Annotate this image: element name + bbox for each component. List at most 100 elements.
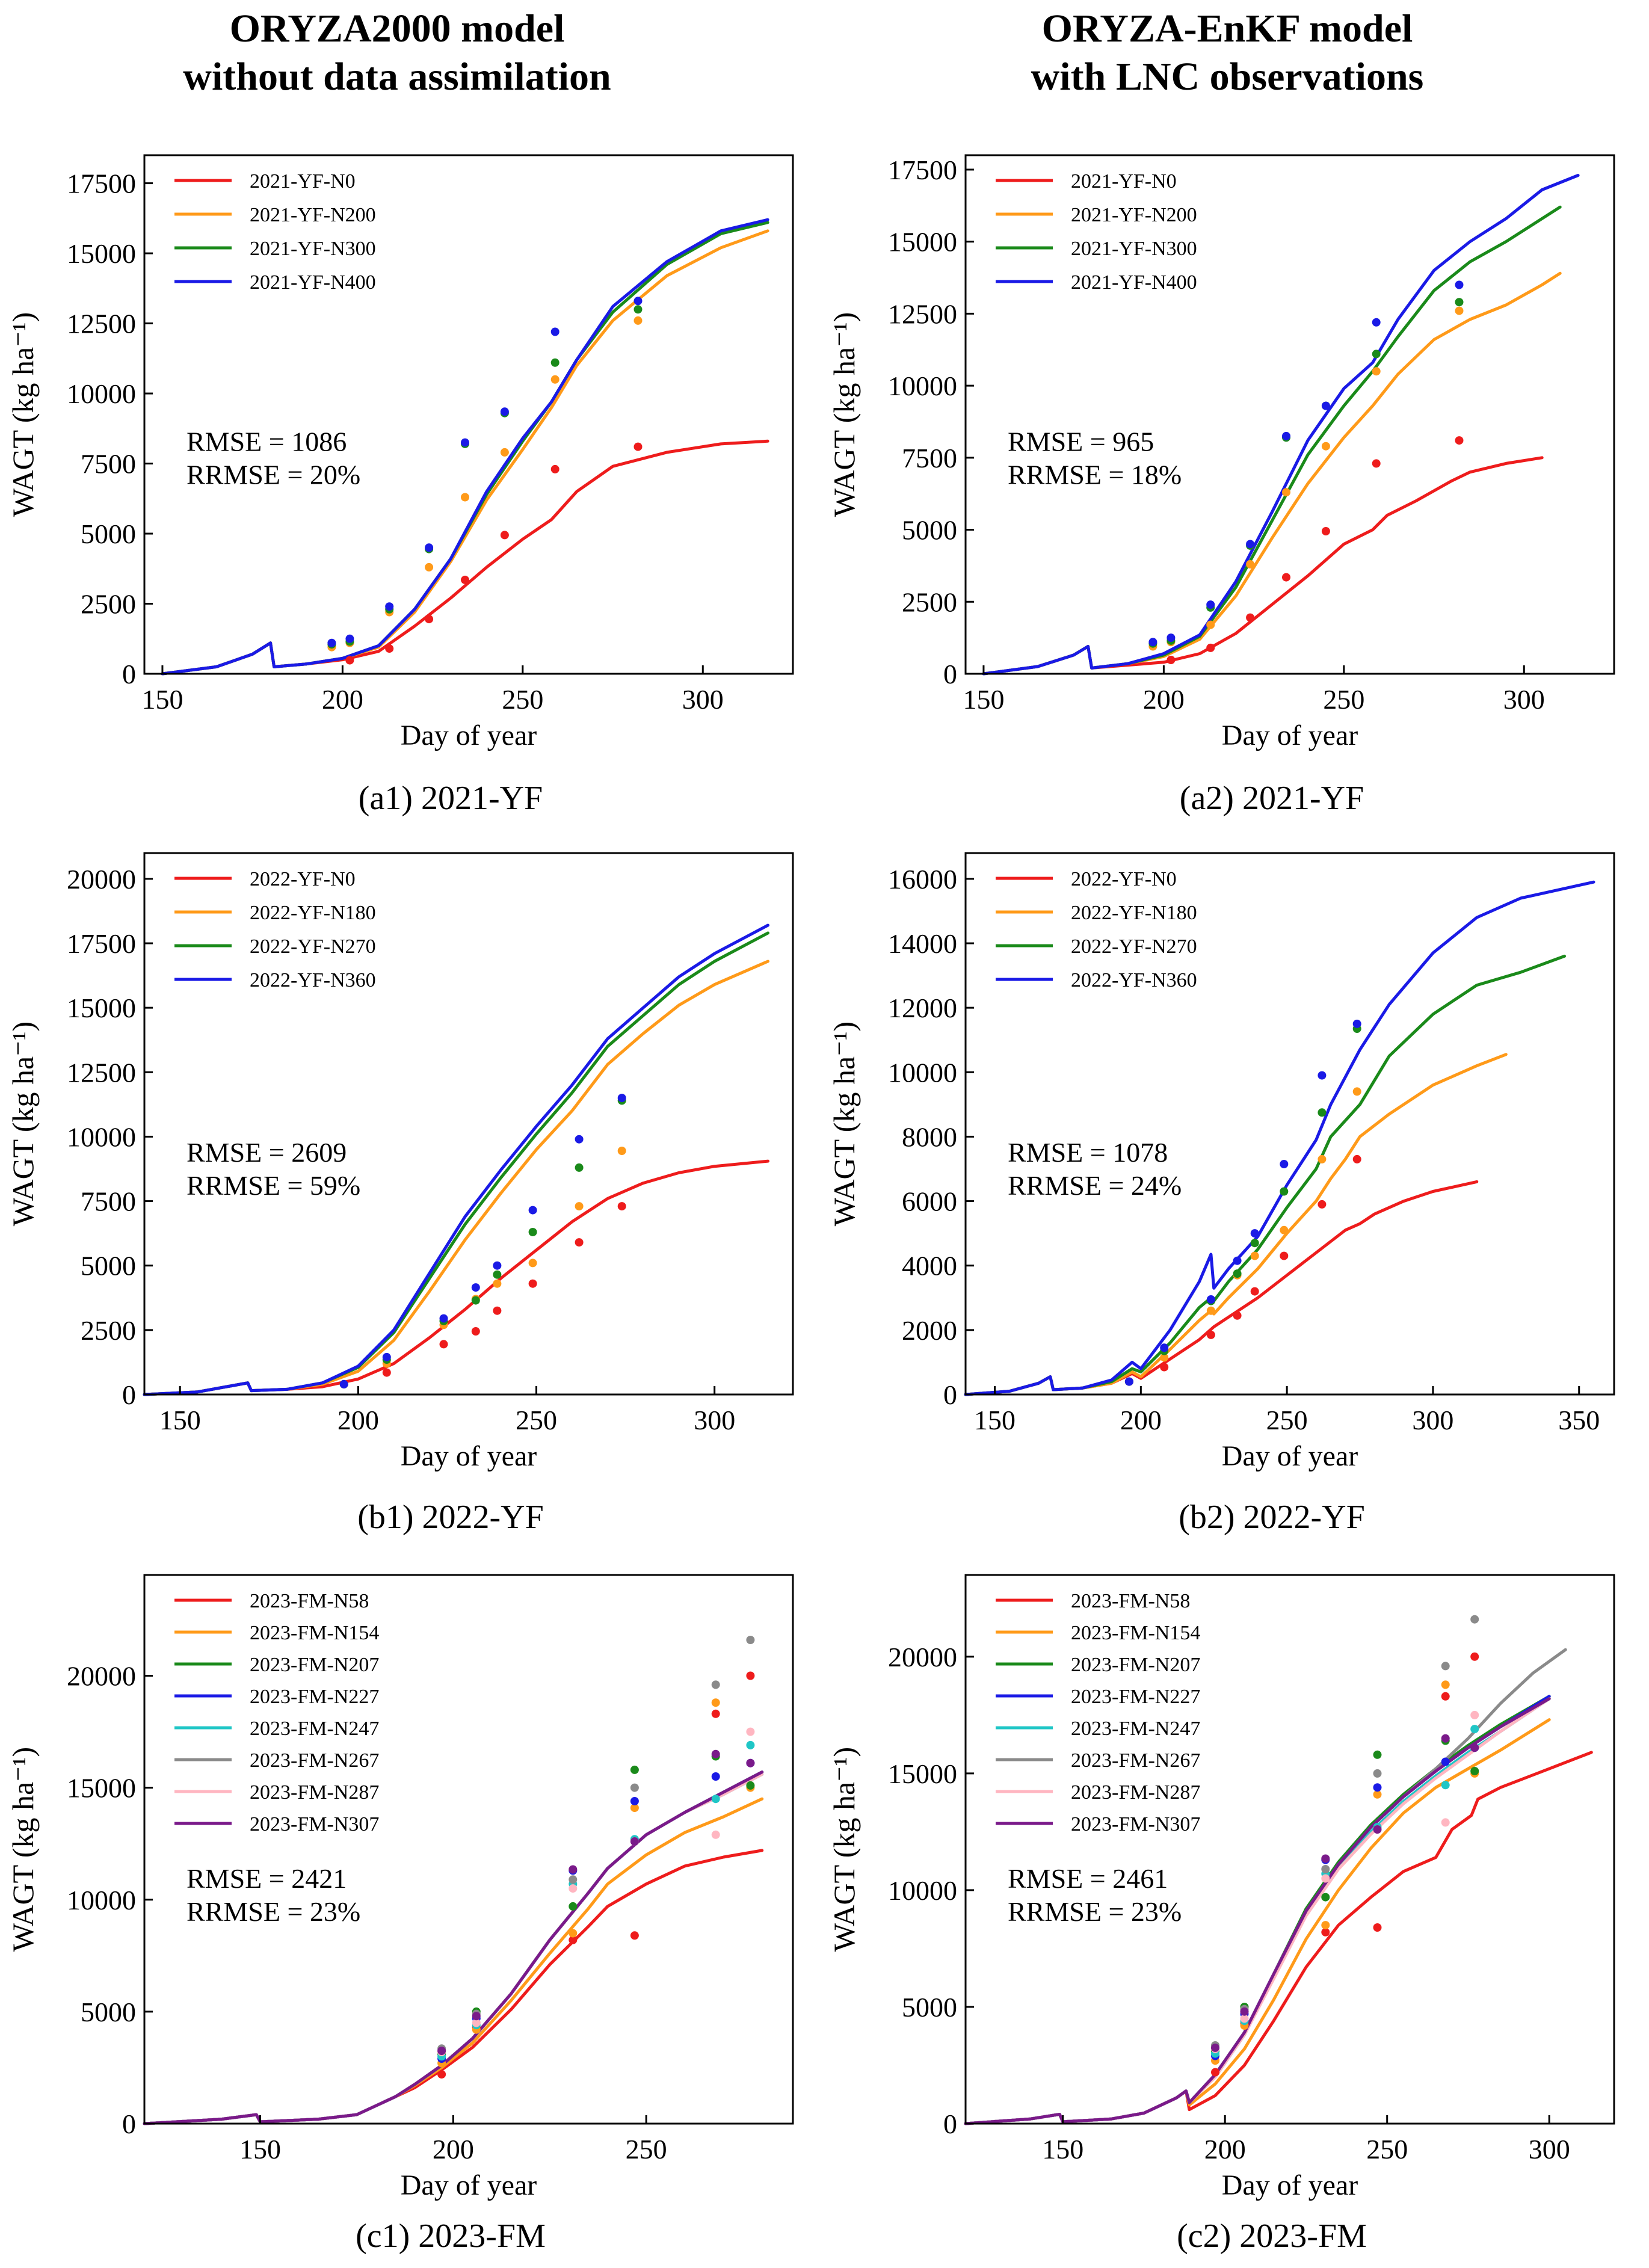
y-tick-label: 0 [122, 2109, 136, 2139]
y-tick-label: 8000 [902, 1121, 957, 1152]
y-tick-label: 17500 [67, 928, 136, 959]
x-tick-label: 200 [322, 684, 363, 715]
observation-point-2021-YF-N300-6 [1372, 350, 1381, 359]
observation-point-2022-YF-N360-2 [1206, 1295, 1215, 1304]
observation-point-2023-FM-N307-3 [630, 1837, 639, 1846]
y-tick-label: 10000 [67, 1121, 136, 1152]
y-tick-label: 10000 [888, 371, 957, 401]
observation-point-2023-FM-N247-5 [746, 1740, 755, 1749]
observation-point-2023-FM-N58-3 [1373, 1923, 1382, 1932]
legend-label-2022-YF-N360: 2022-YF-N360 [250, 969, 376, 991]
observation-point-2021-YF-N400-1 [1167, 633, 1176, 642]
x-tick-label: 200 [433, 2134, 474, 2165]
x-tick-label: 200 [338, 1405, 379, 1435]
x-tick-label: 200 [1204, 2134, 1246, 2165]
legend-label-2022-YF-N180: 2022-YF-N180 [1071, 902, 1197, 924]
y-axis-label: WAGT (kg ha⁻¹) [827, 1747, 861, 1952]
series-line-2023-FM-N247 [143, 1772, 764, 2125]
observation-point-2021-YF-N200-7 [1455, 306, 1464, 315]
observation-point-2023-FM-N227-4 [1441, 1757, 1450, 1766]
plot-frame [964, 1574, 1615, 2125]
observation-point-2021-YF-N0-0 [345, 656, 354, 665]
observation-point-2021-YF-N400-7 [1455, 280, 1464, 289]
observation-point-2022-YF-N0-4 [1250, 1287, 1259, 1296]
observation-point-2022-YF-N360-2 [439, 1314, 448, 1323]
y-tick-label: 14000 [888, 928, 957, 959]
legend-label-2022-YF-N360: 2022-YF-N360 [1071, 969, 1197, 991]
observation-point-2023-FM-N307-1 [472, 2012, 481, 2021]
observation-point-2021-YF-N400-3 [425, 543, 434, 552]
rmse-annotation: RMSE = 2609 [186, 1137, 347, 1168]
rrmse-annotation: RRMSE = 18% [1008, 459, 1182, 490]
y-tick-label: 5000 [902, 515, 957, 546]
observation-point-2022-YF-N180-6 [1318, 1154, 1327, 1163]
legend-label-2021-YF-N300: 2021-YF-N300 [1071, 238, 1197, 260]
observation-point-2022-YF-N180-5 [1280, 1225, 1289, 1234]
observation-point-2023-FM-N307-5 [1470, 1743, 1479, 1752]
legend-label-2021-YF-N400: 2021-YF-N400 [250, 271, 376, 294]
y-tick-label: 0 [943, 2109, 957, 2139]
observation-point-2022-YF-N360-0 [1124, 1377, 1133, 1386]
observation-point-2023-FM-N287-2 [1321, 1874, 1330, 1883]
rmse-annotation: RMSE = 2461 [1008, 1863, 1168, 1894]
observation-point-2023-FM-N58-4 [711, 1709, 720, 1718]
observation-point-2023-FM-N247-4 [711, 1795, 720, 1804]
observation-point-2021-YF-N400-0 [1148, 638, 1157, 647]
observation-point-2021-YF-N200-7 [633, 316, 643, 325]
observation-point-2023-FM-N207-2 [569, 1902, 578, 1911]
observation-point-2023-FM-N307-5 [746, 1758, 755, 1767]
x-tick-label: 150 [141, 684, 183, 715]
observation-point-2023-FM-N207-2 [1321, 1893, 1330, 1902]
plot-frame [143, 1574, 794, 2125]
plot-frame [143, 852, 794, 1396]
observation-point-2022-YF-N360-6 [575, 1135, 584, 1144]
y-axis-label: WAGT (kg ha⁻¹) [827, 312, 861, 517]
legend-label-2022-YF-N0: 2022-YF-N0 [250, 868, 356, 890]
series-line-2022-YF-N0 [964, 1180, 1479, 1396]
observation-point-2022-YF-N180-4 [1250, 1251, 1259, 1260]
observation-point-2023-FM-N247-4 [1441, 1781, 1450, 1790]
legend-label-2021-YF-N0: 2021-YF-N0 [250, 170, 356, 193]
observation-point-2023-FM-N58-4 [1441, 1692, 1450, 1701]
y-tick-label: 4000 [902, 1251, 957, 1281]
y-tick-label: 12500 [67, 309, 136, 339]
observation-point-2023-FM-N287-5 [1470, 1710, 1479, 1719]
y-axis-label: WAGT (kg ha⁻¹) [6, 312, 40, 517]
y-tick-label: 7500 [902, 443, 957, 473]
chart-panel-a2: 150 200 250 300 0 2500 5000 7500 10000 12500 15000… [827, 154, 1615, 817]
observation-point-2023-FM-N154-2 [569, 1929, 578, 1938]
observation-point-2023-FM-N207-3 [630, 1765, 639, 1774]
observation-point-2023-FM-N267-4 [711, 1680, 720, 1689]
observation-point-2023-FM-N307-0 [437, 2047, 446, 2055]
observation-point-2022-YF-N270-5 [528, 1228, 537, 1236]
legend-label-2023-FM-N154: 2023-FM-N154 [1071, 1622, 1200, 1644]
observation-point-2021-YF-N0-5 [550, 464, 559, 473]
rrmse-annotation: RRMSE = 24% [1008, 1170, 1182, 1201]
observation-point-2023-FM-N154-2 [1321, 1921, 1330, 1930]
y-tick-label: 12500 [888, 298, 957, 329]
observation-point-2023-FM-N227-3 [630, 1797, 639, 1805]
observation-point-2022-YF-N180-5 [528, 1259, 537, 1268]
legend-label-2021-YF-N400: 2021-YF-N400 [1071, 271, 1197, 294]
legend-label-2023-FM-N58: 2023-FM-N58 [250, 1590, 369, 1612]
series-line-2023-FM-N267 [143, 1770, 764, 2125]
right-title-line-2: with LNC observations [1031, 55, 1424, 99]
series-line-2022-YF-N180 [964, 1053, 1508, 1396]
observation-point-2021-YF-N0-3 [1282, 573, 1290, 582]
observation-point-2023-FM-N287-1 [472, 2018, 481, 2027]
observation-point-2023-FM-N207-5 [746, 1781, 755, 1790]
y-tick-label: 17500 [67, 168, 136, 199]
observation-point-2023-FM-N227-3 [1373, 1783, 1382, 1792]
x-tick-label: 250 [626, 2134, 667, 2165]
series-line-2021-YF-N400 [161, 218, 769, 676]
x-tick-label: 150 [159, 1405, 201, 1435]
chart-panel-b2: 150 200 250 300 350 0 2000 4000 6000 8000 10000 120… [827, 852, 1615, 1536]
observation-point-2023-FM-N287-2 [569, 1884, 578, 1893]
observation-point-2023-FM-N307-2 [569, 1865, 578, 1874]
observation-point-2023-FM-N267-2 [1321, 1865, 1330, 1873]
x-tick-label: 200 [1120, 1405, 1162, 1435]
y-tick-label: 7500 [81, 449, 136, 479]
y-tick-label: 15000 [67, 238, 136, 269]
observation-point-2021-YF-N400-5 [1321, 401, 1330, 410]
observation-point-2022-YF-N180-4 [493, 1279, 502, 1288]
